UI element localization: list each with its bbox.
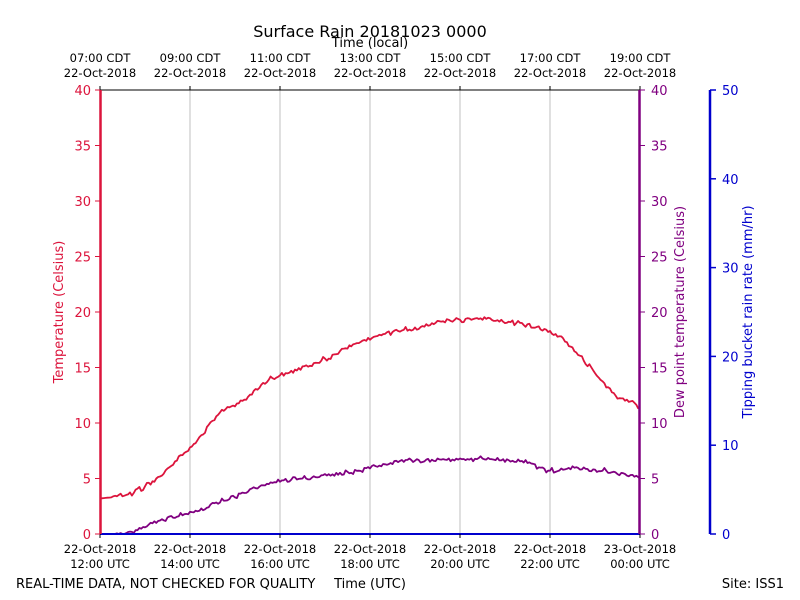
- bottom-tick-date: 22-Oct-2018: [514, 542, 586, 556]
- rain-tick-label: 10: [722, 439, 739, 454]
- rain-tick-label: 0: [722, 528, 730, 543]
- top-tick-date: 22-Oct-2018: [334, 66, 406, 80]
- top-tick-time: 09:00 CDT: [160, 51, 222, 65]
- top-tick-time: 19:00 CDT: [610, 51, 672, 65]
- dewpoint-tick-label: 0: [651, 528, 659, 543]
- temperature-line: [99, 316, 641, 500]
- dewpoint-axis-label: Dew point temperature (Celsius): [673, 206, 688, 418]
- dewpoint-tick-label: 5: [651, 473, 659, 488]
- bottom-tick-time: 18:00 UTC: [340, 557, 400, 571]
- bottom-tick-time: 12:00 UTC: [70, 557, 130, 571]
- chart-title: Surface Rain 20181023 0000: [253, 22, 487, 41]
- top-tick-date: 22-Oct-2018: [154, 66, 226, 80]
- temperature-tick-label: 40: [74, 84, 91, 99]
- dewpoint-tick-label: 35: [651, 140, 668, 155]
- temperature-tick-label: 10: [74, 417, 91, 432]
- dewpoint-tick-label: 40: [651, 84, 668, 99]
- bottom-tick-date: 22-Oct-2018: [64, 542, 136, 556]
- temperature-tick-label: 25: [74, 251, 91, 266]
- dewpoint-tick-label: 10: [651, 417, 668, 432]
- site-label: Site: ISS1: [722, 577, 784, 592]
- top-tick-date: 22-Oct-2018: [244, 66, 316, 80]
- bottom-tick-time: 14:00 UTC: [160, 557, 220, 571]
- vertical-gridlines: [189, 90, 551, 534]
- bottom-tick-date: 22-Oct-2018: [244, 542, 316, 556]
- bottom-tick-date: 22-Oct-2018: [424, 542, 496, 556]
- dewpoint-tick-label: 15: [651, 362, 668, 377]
- bottom-tick-time: 22:00 UTC: [520, 557, 580, 571]
- bottom-tick-date: 22-Oct-2018: [334, 542, 406, 556]
- quality-note: REAL-TIME DATA, NOT CHECKED FOR QUALITY: [16, 577, 315, 592]
- temperature-tick-label: 0: [83, 528, 91, 543]
- bottom-tick-time: 16:00 UTC: [250, 557, 310, 571]
- rain-tick-label: 40: [722, 173, 739, 188]
- top-tick-time: 17:00 CDT: [520, 51, 582, 65]
- top-tick-date: 22-Oct-2018: [514, 66, 586, 80]
- bottom-tick-date: 23-Oct-2018: [604, 542, 676, 556]
- bottom-tick-date: 22-Oct-2018: [154, 542, 226, 556]
- temperature-axis-label: Temperature (Celsius): [52, 241, 67, 385]
- temperature-tick-label: 20: [74, 306, 91, 321]
- top-tick-time: 15:00 CDT: [430, 51, 492, 65]
- top-tick-time: 13:00 CDT: [340, 51, 402, 65]
- temperature-tick-label: 35: [74, 140, 91, 155]
- rain-tick-label: 20: [722, 350, 739, 365]
- top-tick-date: 22-Oct-2018: [64, 66, 136, 80]
- dewpoint-tick-label: 30: [651, 195, 668, 210]
- rain-tick-label: 50: [722, 84, 739, 99]
- dewpoint-line: [100, 455, 641, 535]
- bottom-tick-time: 20:00 UTC: [430, 557, 490, 571]
- temperature-tick-label: 15: [74, 362, 91, 377]
- top-tick-time: 11:00 CDT: [250, 51, 312, 65]
- dewpoint-tick-label: 25: [651, 251, 668, 266]
- temperature-tick-label: 30: [74, 195, 91, 210]
- dewpoint-tick-label: 20: [651, 306, 668, 321]
- top-tick-time: 07:00 CDT: [70, 51, 132, 65]
- rain-axis-label: Tipping bucket rain rate (mm/hr): [741, 205, 756, 419]
- top-tick-date: 22-Oct-2018: [604, 66, 676, 80]
- rain-tick-label: 30: [722, 262, 739, 277]
- bottom-tick-time: 00:00 UTC: [610, 557, 670, 571]
- bottom-axis-label: Time (UTC): [333, 577, 406, 592]
- temperature-tick-label: 5: [83, 473, 91, 488]
- top-axis-label: Time (local): [331, 36, 408, 51]
- top-tick-date: 22-Oct-2018: [424, 66, 496, 80]
